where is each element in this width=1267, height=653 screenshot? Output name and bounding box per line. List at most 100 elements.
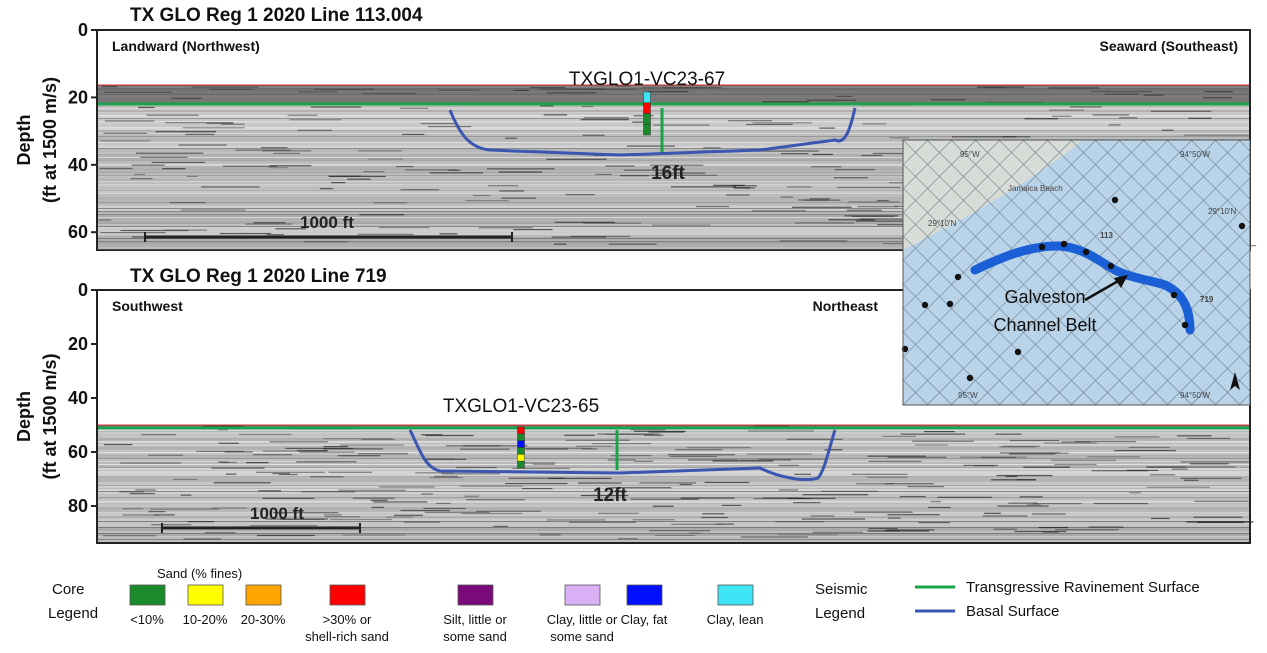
seismic-reflector <box>98 117 1249 118</box>
seismic-noise <box>991 479 1036 480</box>
seismic-noise <box>1147 487 1210 488</box>
seismic-noise <box>702 513 724 514</box>
seismic-noise <box>358 453 409 454</box>
seismic-reflector <box>98 120 1249 121</box>
seismic-reflector <box>98 488 1249 489</box>
seismic-noise <box>653 506 674 507</box>
panel-title: TX GLO Reg 1 2020 Line 113.004 <box>130 5 423 26</box>
seismic-noise <box>523 448 592 449</box>
seismic-noise <box>436 503 451 504</box>
seismic-noise <box>918 522 950 523</box>
seismic-noise <box>680 484 692 485</box>
seismic-noise <box>569 522 636 523</box>
seismic-noise <box>246 462 269 463</box>
seismic-noise <box>609 244 657 245</box>
seismic-noise <box>261 147 288 148</box>
seismic-noise <box>728 120 772 121</box>
seismic-noise <box>722 505 742 506</box>
y-tick-label: 20 <box>68 87 88 107</box>
seismic-noise <box>273 153 300 154</box>
core-site <box>947 301 953 307</box>
core-legend: CoreLegendSand (% fines)<10%10-20%20-30%… <box>48 566 763 644</box>
seismic-noise <box>263 450 328 451</box>
seismic-noise <box>371 500 388 501</box>
seismic-noise <box>1150 474 1175 475</box>
seismic-reflector <box>98 136 1249 137</box>
map-coord: 29°10'N <box>928 219 957 228</box>
y-tick-label: 60 <box>68 222 88 242</box>
legend-label: Transgressive Ravinement Surface <box>966 579 1200 596</box>
seismic-noise <box>220 233 271 234</box>
seismic-noise <box>798 199 828 200</box>
seismic-noise <box>187 176 198 177</box>
seismic-noise <box>582 448 597 449</box>
seismic-noise <box>119 491 144 492</box>
y-axis-label: (ft at 1500 m/s) <box>40 77 60 203</box>
direction-label: Seaward (Southeast) <box>1100 38 1238 54</box>
seismic-noise <box>1181 461 1250 462</box>
seismic-noise <box>430 172 483 173</box>
page: {"panels": [ {"title": "TX GLO Reg 1 202… <box>0 0 1267 653</box>
seismic-noise <box>540 534 561 535</box>
seismic-noise <box>812 154 832 155</box>
seismic-noise <box>704 482 749 483</box>
seismic-noise <box>148 455 183 456</box>
seismic-noise <box>509 478 564 479</box>
map-line-label: 719 <box>1200 295 1214 304</box>
seismic-noise <box>1092 470 1149 471</box>
legend-label: Clay, little or <box>547 612 618 627</box>
legend-title: Legend <box>815 605 865 622</box>
survey-line <box>1263 140 1267 405</box>
legend-label: Silt, little or <box>443 612 507 627</box>
seismic-noise <box>901 434 965 435</box>
seismic-noise <box>434 476 458 477</box>
seismic-noise <box>854 512 912 513</box>
seismic-noise <box>1151 518 1170 519</box>
seismic-reflector <box>98 138 1249 139</box>
seismic-noise <box>304 241 348 242</box>
seismic-noise <box>183 127 245 128</box>
seismic-noise <box>302 491 356 492</box>
seismic-noise <box>296 461 356 462</box>
seismic-noise <box>1087 456 1140 457</box>
seismic-noise <box>394 515 423 516</box>
seismic-noise <box>206 123 233 124</box>
seismic-noise <box>363 171 384 172</box>
legend-label: >30% or <box>323 612 372 627</box>
seismic-noise <box>421 123 457 124</box>
seismic-noise <box>687 447 751 448</box>
seismic-noise <box>1190 463 1229 464</box>
seismic-noise <box>997 505 1048 506</box>
seismic-noise <box>792 207 852 208</box>
seismic-noise <box>994 529 1017 530</box>
seismic-noise <box>670 456 717 457</box>
seismic-noise <box>869 528 898 529</box>
seismic-noise <box>338 455 381 456</box>
seismic-noise <box>1188 118 1211 119</box>
seismic-noise <box>997 475 1053 476</box>
seismic-noise <box>671 524 723 525</box>
seismic-reflector <box>98 487 1249 488</box>
seismic-reflector <box>98 481 1249 482</box>
legend-label: Clay, fat <box>621 612 668 627</box>
seismic-reflector <box>98 532 1249 533</box>
map-coord: 95°W <box>960 150 980 159</box>
core-segment <box>518 427 525 434</box>
legend-label: shell-rich sand <box>305 629 389 644</box>
seismic-noise <box>149 511 166 512</box>
core-site <box>1061 241 1067 247</box>
seismic-reflector <box>98 440 1249 441</box>
seismic-noise <box>131 178 153 179</box>
seismic-noise <box>584 117 629 118</box>
seismic-reflector <box>98 439 1249 440</box>
figure: 0204060Depth(ft at 1500 m/s)TX GLO Reg 1… <box>0 0 1267 653</box>
channel-label: Channel Belt <box>993 315 1096 335</box>
scale-bar-label: 1000 ft <box>300 213 354 232</box>
seismic-noise <box>328 176 361 177</box>
seismic-noise <box>1002 136 1030 137</box>
seismic-noise <box>793 502 820 503</box>
seismic-noise <box>595 174 611 175</box>
seismic-noise <box>100 140 150 141</box>
seismic-noise <box>1129 447 1170 448</box>
core-segment <box>518 448 525 455</box>
